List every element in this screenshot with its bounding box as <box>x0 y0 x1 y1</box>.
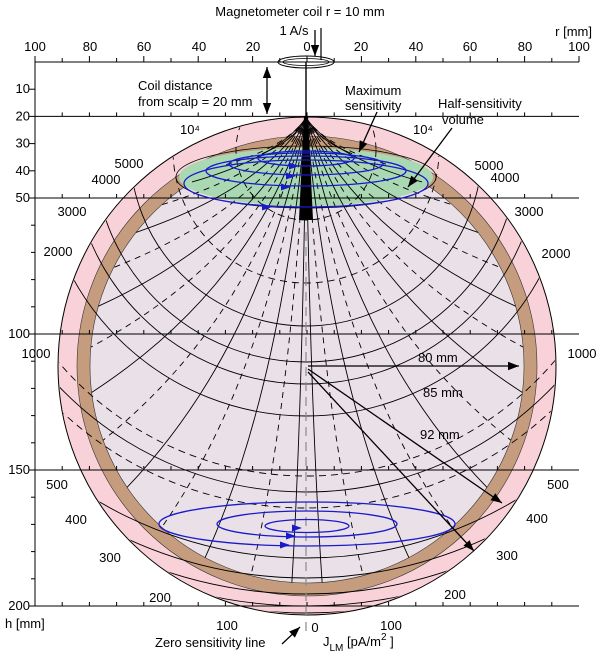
coil-distance-annotation-line2: from scalp = 20 mm <box>138 94 253 109</box>
h-axis-tick-label: 150 <box>8 462 30 477</box>
contour-label-right: 3000 <box>515 204 544 219</box>
depth-80-label: 80 mm <box>418 350 458 365</box>
maximum-sensitivity-annotation-line1: Maximum <box>345 83 401 98</box>
contour-label-left: 3000 <box>58 204 87 219</box>
r-axis-tick-label: 20 <box>246 39 260 54</box>
depth-85-label: 85 mm <box>423 385 463 400</box>
current-density-axis-label: JLM [pA/m2 ] <box>323 632 394 654</box>
contour-label-right: 400 <box>526 511 548 526</box>
r-axis-tick-label: 20 <box>354 39 368 54</box>
annotation-arrows <box>262 30 519 645</box>
r-axis-tick-label: 40 <box>192 39 206 54</box>
contour-label-bottom: 100 <box>380 618 402 633</box>
h-axis-tick-label: 40 <box>16 163 30 178</box>
contour-label-bottom: 0 <box>311 620 318 635</box>
h-axis-tick-label: 20 <box>16 108 30 123</box>
zero-sensitivity-annotation: Zero sensitivity line <box>155 635 266 650</box>
r-axis-tick-label: 100 <box>568 39 590 54</box>
h-axis-tick-label: 50 <box>16 190 30 205</box>
contour-label-right: 5000 <box>475 158 504 173</box>
contour-label-left: 500 <box>46 477 68 492</box>
r-axis-tick-label: 60 <box>137 39 151 54</box>
r-axis-tick-label: 60 <box>463 39 477 54</box>
contour-label-left: 2000 <box>44 244 73 259</box>
r-axis-tick-label: 40 <box>409 39 423 54</box>
contour-label-bottom: 100 <box>216 618 238 633</box>
coil-distance-annotation-line1: Coil distance <box>138 78 212 93</box>
contour-label-right: 2000 <box>542 246 571 261</box>
current-source-label: 1 A/s <box>280 23 309 38</box>
r-axis-tick-label: 80 <box>83 39 97 54</box>
iso-current-ellipses <box>158 150 456 549</box>
half-sensitivity-annotation-line2: volume <box>442 112 484 127</box>
contour-label-right: 200 <box>444 587 466 602</box>
h-axis-tick-label: 200 <box>8 598 30 613</box>
contour-label-left: 10⁴ <box>180 122 200 137</box>
contour-label-left: 4000 <box>92 172 121 187</box>
h-axis-tick-label: 10 <box>16 81 30 96</box>
contour-value-labels: 10⁴5000400030002000100050040030020010⁴50… <box>22 122 597 635</box>
maximum-sensitivity-annotation-line2: sensitivity <box>345 98 402 113</box>
contour-label-left: 5000 <box>115 156 144 171</box>
h-axis-title: h [mm] <box>5 616 45 631</box>
contour-label-right: 500 <box>547 477 569 492</box>
contour-label-right: 4000 <box>491 170 520 185</box>
half-sensitivity-annotation-line1: Half-sensitivity <box>438 96 522 111</box>
depth-92-label: 92 mm <box>420 427 460 442</box>
head-model <box>57 116 557 616</box>
contour-label-right: 1000 <box>568 346 597 361</box>
r-axis-tick-label: 0 <box>303 39 310 54</box>
figure-title: Magnetometer coil r = 10 mm <box>215 4 384 19</box>
contour-label-left: 300 <box>99 550 121 565</box>
r-axis-tick-label: 100 <box>24 39 46 54</box>
magnetometer-coil <box>277 28 335 69</box>
contour-label-left: 400 <box>65 512 87 527</box>
r-axis-tick-label: 80 <box>518 39 532 54</box>
h-axis-tick-label: 30 <box>16 136 30 151</box>
contour-label-right: 10⁴ <box>413 122 433 137</box>
contour-label-left: 200 <box>149 590 171 605</box>
r-axis-title: r [mm] <box>555 24 592 39</box>
h-axis-tick-label: 100 <box>8 326 30 341</box>
contour-label-right: 300 <box>496 548 518 563</box>
contour-label-left: 1000 <box>22 346 51 361</box>
axes-and-gridlines <box>29 56 580 607</box>
axis-tick-labels: 100 80 60 40 20 0 20 40 60 80 10010203040501001502… <box>8 39 590 613</box>
